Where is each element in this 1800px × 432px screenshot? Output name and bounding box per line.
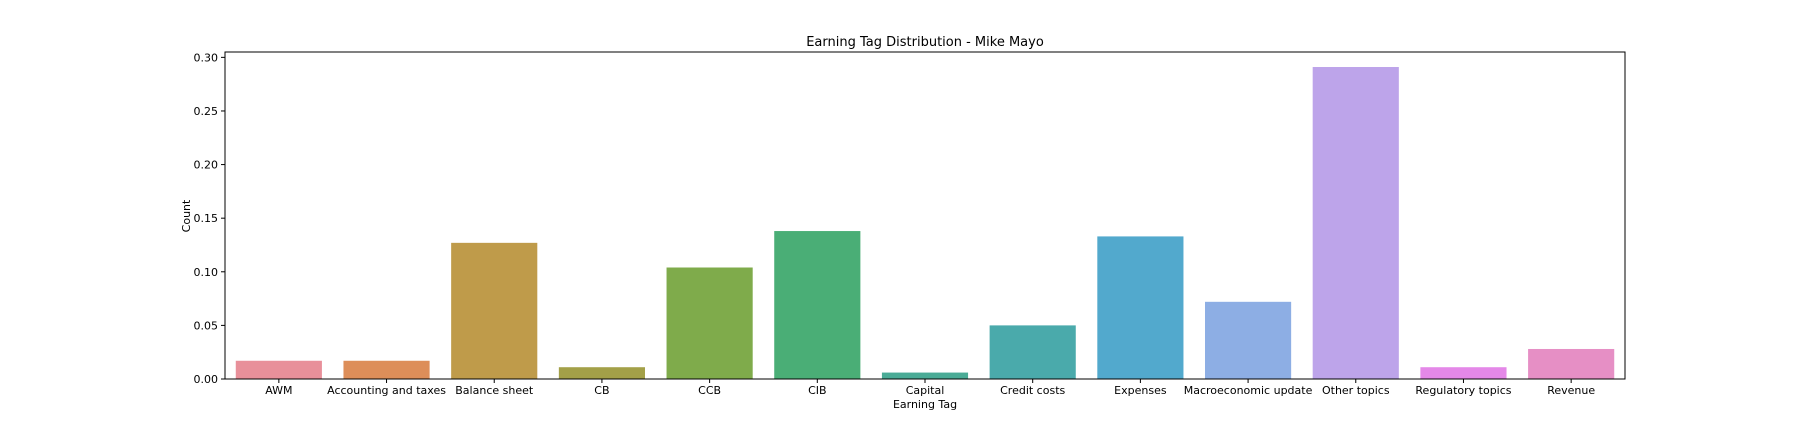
y-tick-label: 0.10 [194,266,219,279]
plot-frame [224,51,1626,380]
y-tick-label: 0.25 [194,105,219,118]
x-tick-label: CB [594,384,609,397]
bar-ccb [666,267,753,379]
bar-regulatory-topics [1420,367,1507,379]
y-tick-label: 0.20 [194,159,219,172]
x-axis-label: Earning Tag [893,398,957,411]
bar-expenses [1097,236,1184,379]
bar-macroeconomic-update [1205,301,1292,379]
x-tick-label: Regulatory topics [1415,384,1511,397]
y-axis-ticks: 0.00 0.05 0.10 0.15 0.20 0.25 0.30 [194,51,225,386]
bar-accounting-and-taxes [343,360,430,379]
x-tick-label: Expenses [1114,384,1167,397]
bar-capital [881,372,969,379]
y-tick-label: 0.00 [194,373,219,386]
bar-revenue [1528,348,1615,379]
chart-title: Earning Tag Distribution - Mike Mayo [806,35,1044,50]
bar-cib [774,231,861,379]
y-tick-label: 0.05 [194,319,219,332]
x-tick-label: Credit costs [1000,384,1065,397]
bar-awm [235,360,322,379]
x-tick-label: Accounting and taxes [327,384,446,397]
bar-series [235,67,1615,379]
y-axis-label: Count [180,199,193,232]
y-tick-label: 0.15 [194,212,219,225]
x-tick-label: Other topics [1322,384,1390,397]
bar-balance-sheet [451,242,538,379]
x-tick-label: Capital [906,384,945,397]
x-tick-label: Balance sheet [455,384,534,397]
x-tick-label: CIB [808,384,826,397]
x-tick-label: Revenue [1547,384,1595,397]
x-axis-ticks: AWM Accounting and taxes Balance sheet CB CC… [265,379,1595,397]
y-tick-label: 0.30 [194,51,219,64]
bar-cb [558,367,645,379]
x-tick-label: Macroeconomic update [1184,384,1313,397]
bar-other-topics [1312,67,1399,379]
bar-credit-costs [989,325,1076,379]
x-tick-label: AWM [265,384,292,397]
x-tick-label: CCB [698,384,721,397]
